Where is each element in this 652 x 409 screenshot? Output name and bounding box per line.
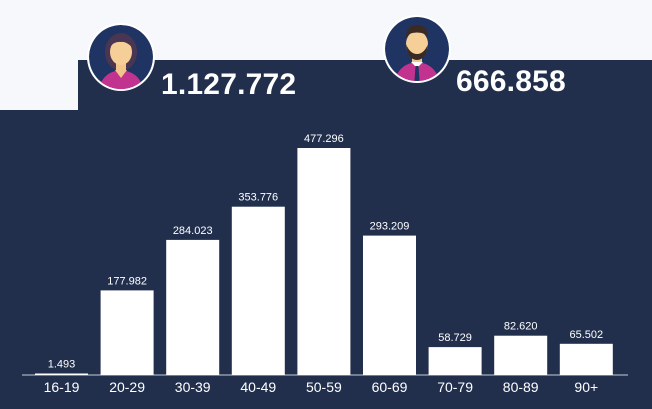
bar-80-89 (494, 335, 548, 375)
data-label-80-89: 82.620 (504, 321, 538, 333)
x-tick-label-20-29: 20-29 (109, 379, 145, 395)
x-tick-label-30-39: 30-39 (175, 379, 211, 395)
female-total: 1.127.772 (161, 68, 297, 101)
x-tick-label-70-79: 70-79 (437, 379, 473, 395)
data-label-60-69: 293.209 (370, 221, 410, 233)
woman-avatar-icon (86, 22, 156, 92)
male-total: 666.858 (456, 65, 566, 98)
x-tick-label-40-49: 40-49 (240, 379, 276, 395)
bar-70-79 (428, 347, 482, 375)
data-label-16-19: 1.493 (48, 359, 76, 371)
x-tick-label-90+: 90+ (574, 379, 598, 395)
bar-20-29 (100, 290, 154, 375)
data-label-20-29: 177.982 (107, 275, 147, 287)
data-label-90+: 65.502 (569, 329, 603, 341)
bar-40-49 (231, 206, 285, 375)
data-label-50-59: 477.296 (304, 133, 344, 145)
man-avatar-icon (382, 14, 452, 84)
data-label-40-49: 353.776 (238, 192, 278, 204)
bar-60-69 (363, 235, 416, 375)
header-band (78, 60, 652, 110)
x-tick-label-60-69: 60-69 (372, 379, 408, 395)
bar-16-19 (35, 373, 88, 375)
x-tick-label-50-59: 50-59 (306, 379, 342, 395)
x-tick-label-16-19: 16-19 (44, 379, 80, 395)
bar-30-39 (166, 239, 220, 375)
x-tick-label-80-89: 80-89 (503, 379, 539, 395)
data-label-70-79: 58.729 (438, 332, 472, 344)
data-label-30-39: 284.023 (173, 225, 213, 237)
bar-90+ (559, 343, 613, 375)
bar-50-59 (297, 148, 351, 375)
